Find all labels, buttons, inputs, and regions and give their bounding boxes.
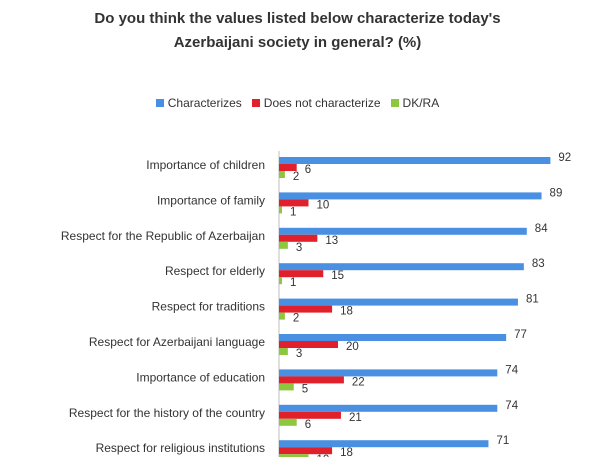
data-label: 2	[293, 313, 299, 325]
bar-dk-ra	[279, 348, 288, 355]
legend-label-does-not-characterize: Does not characterize	[263, 96, 381, 110]
category-label: Respect for Azerbaijani language	[89, 335, 265, 349]
legend-label-characterizes: Characterizes	[167, 96, 242, 110]
bar-does-not-characterize	[279, 270, 324, 278]
bar-does-not-characterize	[279, 164, 297, 171]
category-label: Respect for the history of the country	[69, 406, 265, 420]
bar-characterizes	[279, 440, 489, 448]
category-label: Respect for traditions	[152, 300, 265, 314]
category-label: Importance of family	[157, 193, 265, 207]
category-label: Respect for the Republic of Azerbaijan	[61, 229, 265, 243]
legend-item-characterizes: Characterizes	[155, 96, 242, 110]
data-label: 74	[505, 400, 518, 412]
data-label: 18	[340, 447, 353, 457]
data-label: 5	[302, 383, 308, 395]
bar-characterizes	[279, 227, 527, 235]
data-label: 3	[296, 242, 302, 254]
bar-characterizes	[279, 157, 551, 164]
data-label: 77	[514, 329, 527, 341]
data-label: 20	[346, 341, 359, 353]
bar-does-not-characterize	[279, 199, 309, 207]
legend-swatch-does-not-characterize	[251, 99, 260, 107]
data-label: 21	[349, 412, 362, 424]
bar-characterizes	[279, 298, 518, 306]
chart-title-line-1: Do you think the values listed below cha…	[94, 10, 501, 27]
data-label: 15	[331, 270, 344, 282]
bar-characterizes	[279, 404, 498, 412]
legend-swatch-dk-ra	[390, 99, 399, 107]
chart-title-line-2: Azerbaijani society in general? (%)	[173, 34, 422, 51]
data-label: 71	[496, 435, 509, 447]
bar-dk-ra	[279, 171, 285, 178]
bar-does-not-characterize	[279, 411, 341, 419]
legend-item-does-not-characterize: Does not characterize	[251, 96, 381, 110]
data-label: 1	[290, 206, 296, 218]
data-label: 74	[505, 364, 518, 376]
bar-dk-ra	[279, 241, 288, 249]
legend-swatch-characterizes	[155, 99, 164, 107]
bar-dk-ra	[279, 454, 309, 457]
data-label: 10	[317, 199, 330, 211]
data-label: 10	[317, 454, 330, 457]
data-label: 83	[532, 258, 545, 270]
bar-does-not-characterize	[279, 376, 344, 384]
legend-item-dk-ra: DK/RA	[390, 96, 440, 110]
bar-does-not-characterize	[279, 305, 333, 313]
legend-label-dk-ra: DK/RA	[402, 96, 440, 110]
data-label: 2	[293, 171, 299, 183]
bar-does-not-characterize	[279, 341, 338, 348]
data-label: 81	[526, 294, 539, 306]
data-label: 13	[325, 235, 338, 247]
bar-dk-ra	[279, 312, 285, 320]
data-label: 6	[305, 419, 311, 431]
bar-does-not-characterize	[279, 447, 333, 455]
bar-does-not-characterize	[279, 234, 318, 242]
bar-characterizes	[279, 192, 542, 200]
category-label: Importance of children	[146, 158, 265, 172]
bar-dk-ra	[279, 277, 282, 285]
category-label: Respect for elderly	[165, 264, 265, 278]
category-label: Importance of education	[136, 370, 265, 384]
category-label: Respect for religious institutions	[96, 441, 265, 455]
data-label: 22	[352, 376, 365, 388]
data-label: 6	[305, 164, 311, 176]
bar-dk-ra	[279, 418, 297, 426]
data-label: 92	[558, 152, 571, 164]
chart-legend: Characterizes Does not characterize DK/R…	[0, 96, 595, 110]
bar-characterizes	[279, 369, 498, 377]
bar-characterizes	[279, 263, 524, 271]
bar-dk-ra	[279, 383, 294, 391]
data-label: 3	[296, 348, 302, 360]
data-label: 1	[290, 277, 296, 289]
data-label: 18	[340, 306, 353, 318]
data-label: 89	[550, 187, 563, 199]
bar-dk-ra	[279, 206, 282, 214]
data-label: 84	[535, 223, 548, 235]
bar-characterizes	[279, 334, 507, 341]
